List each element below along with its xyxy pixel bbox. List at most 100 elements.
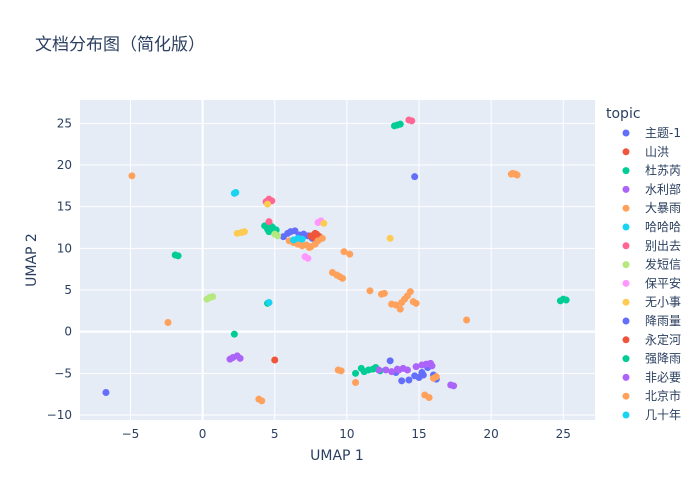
legend-marker [622,392,630,400]
legend-marker [622,279,630,287]
data-point [340,248,348,256]
legend-marker [622,317,630,325]
data-point [236,354,244,362]
legend-item[interactable]: 强降雨 [622,352,682,366]
legend-item[interactable]: 降雨量 [622,314,682,328]
data-point [271,356,279,364]
data-point [396,120,404,128]
data-point [463,316,471,324]
legend-item[interactable]: 永定河 [622,332,682,347]
data-point [386,357,394,365]
legend-item[interactable]: 山洪 [622,145,670,159]
x-tick-label: 15 [411,427,426,441]
data-point [428,362,436,370]
data-point [562,296,570,304]
data-point [274,232,282,240]
data-point [388,368,396,376]
data-point [429,374,437,382]
legend-label: 北京市 [645,388,681,403]
y-tick-label: 0 [64,325,72,339]
legend-marker [622,129,630,137]
data-point [403,366,411,374]
data-point [408,117,416,125]
legend-marker [622,298,630,306]
legend-label: 别出去 [645,239,681,253]
x-tick-label: 10 [339,427,354,441]
legend-item[interactable]: 北京市 [622,388,682,403]
data-point [366,287,374,295]
legend-item[interactable]: 保平安 [622,275,682,290]
legend-label: 哈哈哈 [645,220,681,234]
x-tick-label: 20 [483,427,498,441]
y-tick-label: −5 [54,366,72,380]
data-point [380,289,388,297]
data-point [392,301,400,309]
y-tick-label: 5 [64,283,72,297]
data-point [240,228,248,236]
data-point [513,171,521,179]
legend-marker [622,242,630,250]
y-tick-label: 15 [57,200,72,214]
data-point [419,371,427,379]
data-point [102,389,110,396]
legend-item[interactable]: 无小事 [622,295,682,309]
legend-label: 几十年 [645,408,681,422]
data-point [369,365,377,373]
x-axis-title: UMAP 1 [310,448,364,464]
legend-item[interactable]: 非必要 [622,370,682,384]
data-point [174,252,182,260]
legend-item[interactable]: 几十年 [622,408,682,422]
data-point [386,234,394,242]
legend-marker [622,336,630,344]
data-point [265,218,273,226]
legend-label: 永定河 [645,332,681,347]
legend-label: 无小事 [645,295,681,309]
data-point [360,368,368,376]
data-point [164,319,172,326]
legend-item[interactable]: 水利部 [622,181,682,196]
legend-label: 山洪 [645,145,669,159]
data-point [230,330,238,338]
data-point [398,377,406,385]
data-point [258,397,266,405]
legend-item[interactable]: 别出去 [622,239,682,253]
legend-label: 强降雨 [645,352,681,366]
data-point [320,219,328,227]
data-point [291,227,299,235]
legend-item[interactable]: 主题-1 [622,126,681,140]
data-point [405,376,413,384]
legend-item[interactable]: 哈哈哈 [622,220,682,234]
data-point [318,234,326,242]
legend-label: 保平安 [645,275,681,290]
legend-label: 非必要 [645,370,681,384]
legend-item[interactable]: 发短信 [622,257,682,272]
y-tick-label: 25 [57,116,72,130]
legend-marker [622,261,630,269]
data-point [375,366,383,374]
legend-item[interactable]: 杜苏芮 [622,163,682,178]
legend-marker [622,373,630,381]
data-point [264,200,272,208]
legend-label: 大暴雨 [645,201,681,215]
legend-marker [622,185,630,193]
data-point [412,363,420,371]
data-point [425,394,433,401]
legend-label: 主题-1 [645,126,681,140]
data-points [102,116,570,405]
data-point [412,299,420,307]
data-point [304,254,312,262]
y-tick-label: −10 [47,408,72,422]
legend-item[interactable]: 大暴雨 [622,201,682,215]
x-tick-label: 5 [271,427,279,441]
legend-label: 杜苏芮 [645,163,681,178]
data-point [232,189,240,196]
data-point [337,367,345,375]
legend: topic 主题-1 山洪杜苏芮水利部大暴雨哈哈哈别出去发短信保平安无小事降雨量永… [606,106,681,422]
data-point [352,379,360,386]
legend-marker [622,167,630,175]
legend-marker [622,355,630,363]
x-tick-label: 25 [556,427,571,441]
data-point [265,299,273,306]
x-tick-label: 0 [199,427,207,441]
